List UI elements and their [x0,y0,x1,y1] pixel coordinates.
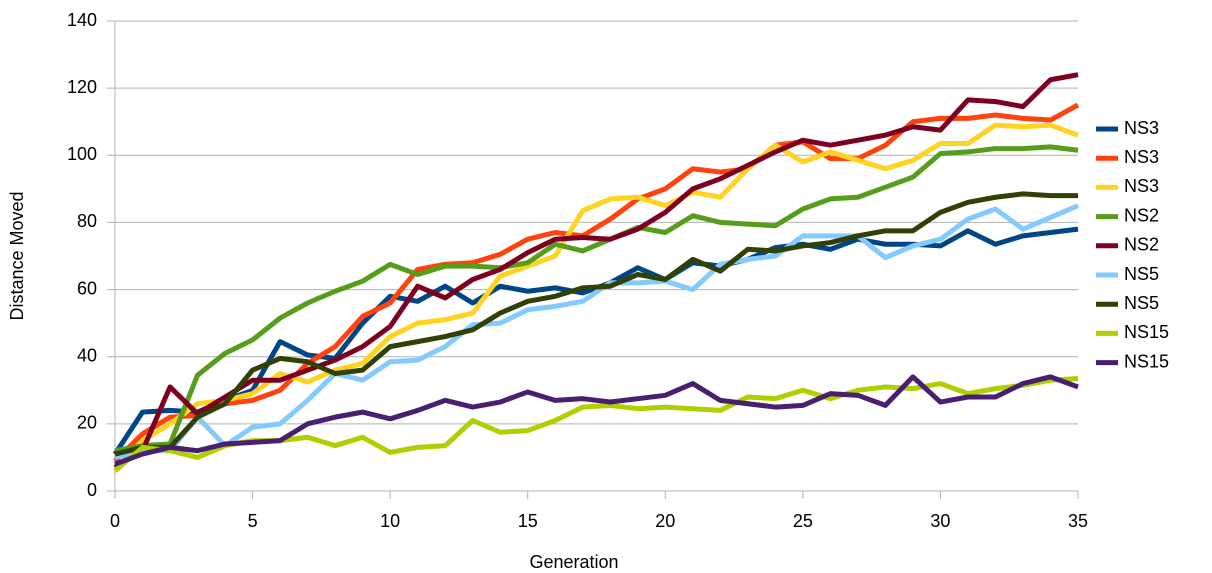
y-tick-label: 140 [67,10,97,30]
x-tick-label: 10 [380,511,400,531]
series-line [113,102,1080,463]
legend-label: NS15 [1124,322,1169,342]
series-line [113,122,1079,473]
series-line [114,374,1079,467]
legend-label: NS5 [1124,264,1159,284]
y-tick-label: 120 [67,77,97,97]
series-line [114,191,1078,457]
legend-label: NS5 [1124,293,1159,313]
x-tick-label: 15 [518,511,538,531]
y-axis-label: Distance Moved [7,191,27,320]
x-tick-label: 25 [793,511,813,531]
y-tick-label: 80 [77,211,97,231]
legend-label: NS2 [1124,205,1159,225]
y-tick-label: 60 [77,278,97,298]
x-tick-label: 5 [248,511,258,531]
legend-label: NS2 [1124,235,1159,255]
x-tick-label: 35 [1068,511,1088,531]
x-tick-label: 0 [110,511,120,531]
x-tick-label: 30 [930,511,950,531]
legend-label: NS15 [1124,351,1169,371]
legend-label: NS3 [1124,118,1159,138]
y-tick-label: 40 [77,345,97,365]
x-tick-label: 20 [655,511,675,531]
series-line [113,72,1079,470]
legend-label: NS3 [1124,147,1159,167]
y-tick-label: 20 [77,413,97,433]
series-line [114,203,1079,460]
series-line [112,226,1079,456]
x-axis-label: Generation [529,552,618,572]
legend-label: NS3 [1124,176,1159,196]
y-tick-label: 100 [67,144,97,164]
series-line [114,144,1079,454]
y-tick-label: 0 [87,480,97,500]
